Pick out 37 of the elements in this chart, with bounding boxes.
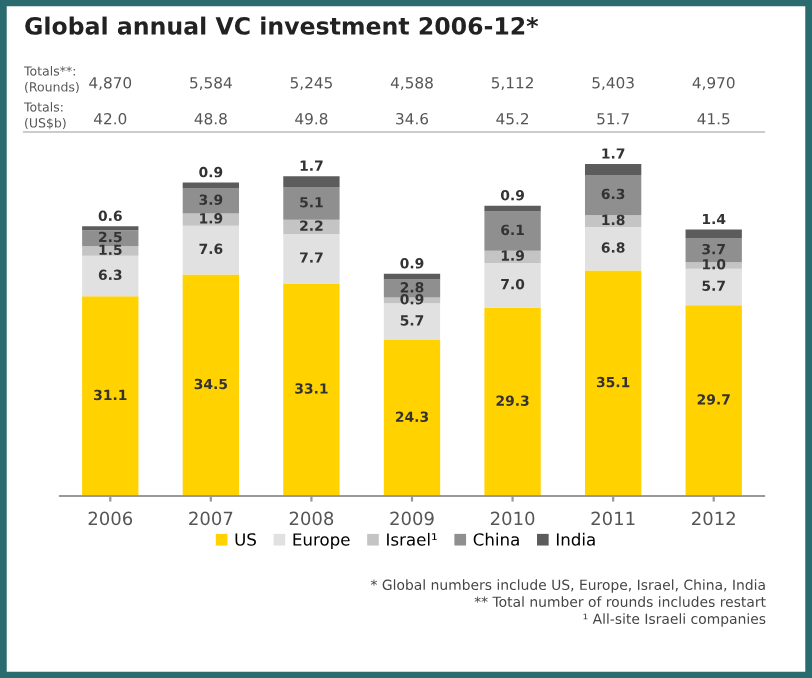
x-tick-label: 2012 <box>692 511 735 526</box>
x-tick-label: 2009 <box>390 511 434 526</box>
bar <box>182 274 240 496</box>
x-tick-label: 2007 <box>189 511 233 526</box>
legend-label: Israel¹ <box>387 532 437 546</box>
bar <box>484 307 541 496</box>
legend-label: India <box>556 532 595 546</box>
bar <box>82 296 139 496</box>
bar <box>182 188 240 214</box>
bar <box>182 213 240 226</box>
x-tick-label: 2010 <box>490 511 535 526</box>
bar <box>584 226 642 271</box>
x-tick-label: 2006 <box>88 511 133 526</box>
x-tick-label: 2008 <box>289 511 334 526</box>
bar <box>685 238 742 263</box>
bar <box>283 234 340 284</box>
bar <box>283 187 340 220</box>
bar <box>685 305 742 496</box>
bar <box>584 164 642 175</box>
bar <box>383 303 441 340</box>
x-tick-label: 2011 <box>591 511 635 526</box>
legend-label: US <box>235 533 256 546</box>
bar <box>584 174 642 216</box>
bar <box>484 211 541 251</box>
bar <box>182 225 240 275</box>
bar <box>283 283 340 496</box>
bar <box>82 255 139 297</box>
bar <box>383 339 441 496</box>
bar <box>383 273 441 280</box>
bar <box>484 262 541 308</box>
bar <box>685 268 742 306</box>
chart-title: Global annual VC investment 2006-12* <box>25 16 539 35</box>
bar <box>484 205 541 212</box>
bar <box>283 176 340 188</box>
legend-label: Europe <box>293 533 350 549</box>
legend-label: China <box>473 532 519 546</box>
bar <box>584 270 642 496</box>
